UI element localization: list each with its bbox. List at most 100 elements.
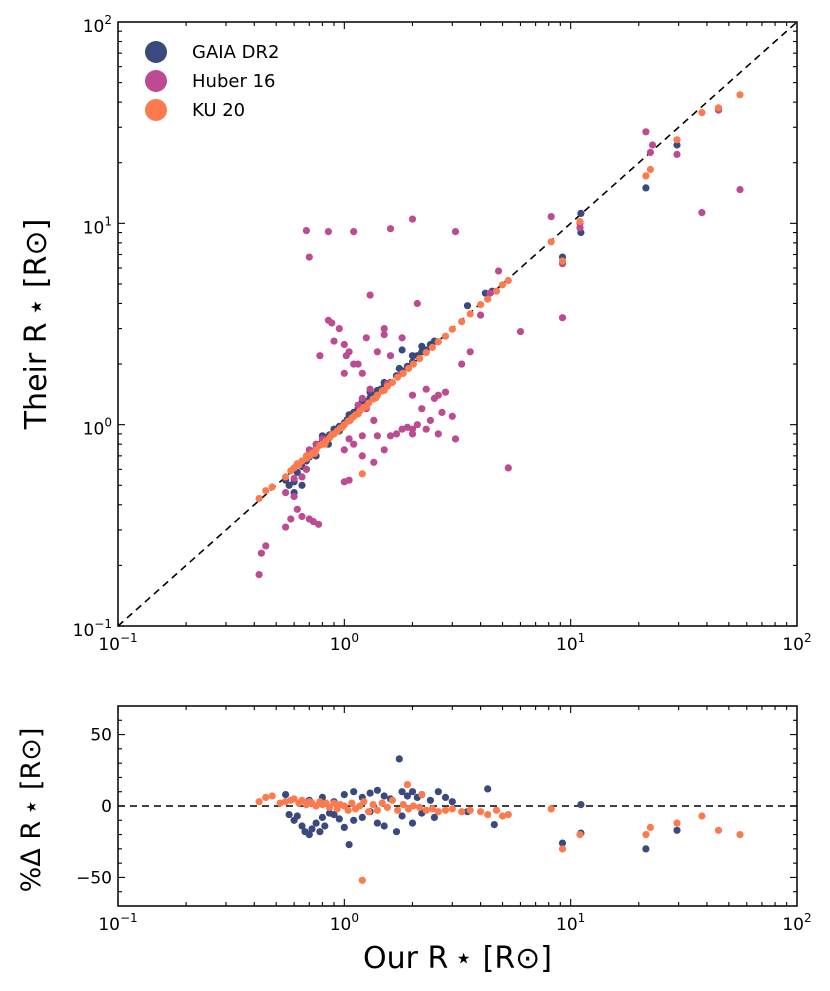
bottom-point-gaia-dr2	[318, 813, 326, 822]
bottom-point-gaia-dr2	[448, 798, 456, 806]
bottom-point-gaia-dr2	[366, 789, 374, 797]
bottom-point-gaia-dr2	[484, 785, 492, 793]
top-point-huber-16	[262, 542, 270, 550]
top-point-gaia-dr2	[463, 302, 472, 310]
top-point-huber-16	[494, 267, 503, 275]
top-point-huber-16	[698, 209, 706, 217]
top-point-gaia-dr2	[398, 346, 406, 354]
bottom-point-gaia-dr2	[380, 822, 388, 830]
top-point-huber-16	[466, 348, 474, 356]
top-point-huber-16	[386, 225, 395, 233]
top-point-huber-16	[370, 416, 378, 424]
top-point-huber-16	[403, 423, 411, 431]
top-point-huber-16	[366, 385, 374, 393]
top-point-gaia-dr2	[673, 141, 681, 149]
bottom-point-ku-20	[416, 803, 424, 812]
top-point-huber-16	[305, 253, 313, 261]
top-point-ku-20	[498, 281, 507, 289]
bottom-axis-ticks	[117, 706, 797, 906]
top-point-huber-16	[373, 348, 381, 356]
bottom-x-tick-label: 100	[330, 911, 359, 935]
top-point-huber-16	[290, 474, 298, 483]
bottom-point-gaia-dr2	[316, 828, 324, 836]
top-point-huber-16	[380, 331, 388, 339]
top-point-huber-16	[335, 325, 343, 333]
bottom-point-ku-20	[422, 806, 430, 814]
top-point-huber-16	[434, 430, 442, 438]
top-point-huber-16	[340, 369, 348, 377]
top-plot-frame	[117, 21, 798, 627]
top-point-huber-16	[458, 360, 466, 368]
bottom-point-gaia-dr2	[408, 819, 417, 827]
top-point-huber-16	[398, 334, 406, 342]
top-point-huber-16	[340, 340, 348, 349]
top-point-huber-16	[316, 352, 324, 360]
top-x-tick-labels: 10−1 100 101 102	[98, 631, 811, 655]
bottom-point-ku-20	[477, 808, 485, 816]
top-point-huber-16	[642, 128, 650, 136]
bottom-point-ku-20	[369, 801, 377, 809]
top-point-huber-16	[418, 405, 426, 413]
bottom-point-gaia-dr2	[434, 788, 442, 796]
bottom-point-gaia-dr2	[398, 812, 406, 820]
top-y-tick-label: 102	[83, 13, 112, 37]
bottom-point-ku-20	[458, 808, 466, 816]
bottom-point-ku-20	[673, 819, 681, 827]
bottom-point-ku-20	[388, 796, 396, 804]
top-point-huber-16	[477, 311, 485, 319]
bottom-point-ku-20	[365, 808, 373, 816]
top-point-gaia-dr2	[298, 481, 306, 489]
top-point-huber-16	[298, 473, 306, 481]
top-point-ku-20	[458, 318, 466, 326]
bottom-point-ku-20	[255, 798, 263, 806]
bottom-point-gaia-dr2	[321, 822, 329, 830]
top-point-huber-16	[451, 435, 460, 443]
bottom-y-tick-label: 50	[90, 726, 112, 746]
top-point-huber-16	[345, 435, 353, 443]
bottom-point-ku-20	[373, 806, 381, 814]
top-point-ku-20	[255, 494, 263, 503]
top-point-huber-16	[380, 446, 388, 454]
bottom-y-tick-label: −50	[76, 868, 112, 888]
top-point-huber-16	[648, 141, 657, 149]
bottom-point-ku-20	[399, 801, 407, 809]
top-point-ku-20	[354, 410, 362, 418]
top-point-huber-16	[736, 186, 744, 194]
top-point-huber-16	[315, 520, 323, 528]
bottom-point-gaia-dr2	[490, 821, 498, 829]
bottom-point-ku-20	[466, 806, 474, 814]
top-y-tick-label: 101	[83, 214, 112, 238]
bottom-point-gaia-dr2	[298, 822, 306, 830]
top-point-huber-16	[370, 458, 378, 466]
top-point-ku-20	[302, 452, 310, 460]
top-point-huber-16	[255, 571, 263, 579]
top-point-gaia-dr2	[418, 342, 426, 350]
legend-marker	[145, 70, 167, 92]
top-point-gaia-dr2	[642, 184, 650, 192]
identity-reference-line	[117, 21, 798, 627]
top-point-ku-20	[714, 104, 723, 112]
bottom-point-ku-20	[418, 791, 426, 799]
top-point-ku-20	[388, 378, 396, 387]
top-scatter-points	[255, 91, 744, 579]
legend-label: Huber 16	[192, 71, 275, 92]
bottom-x-tick-label: 101	[556, 911, 585, 935]
top-point-ku-20	[642, 172, 650, 180]
top-point-huber-16	[358, 394, 366, 402]
top-point-ku-20	[293, 460, 301, 468]
bottom-point-ku-20	[409, 802, 417, 810]
bottom-point-ku-20	[360, 798, 368, 806]
bottom-point-ku-20	[298, 796, 306, 804]
bottom-point-gaia-dr2	[305, 831, 313, 839]
bottom-scatter-points	[255, 755, 744, 884]
top-point-ku-20	[504, 276, 512, 285]
bottom-point-ku-20	[403, 781, 411, 789]
top-point-gaia-dr2	[577, 209, 585, 217]
bottom-point-ku-20	[698, 812, 706, 820]
top-point-ku-20	[428, 343, 436, 351]
top-y-tick-label: 100	[83, 416, 112, 440]
top-point-huber-16	[282, 489, 290, 497]
top-point-ku-20	[576, 218, 584, 226]
bottom-point-ku-20	[348, 799, 356, 807]
bottom-point-gaia-dr2	[403, 792, 411, 800]
